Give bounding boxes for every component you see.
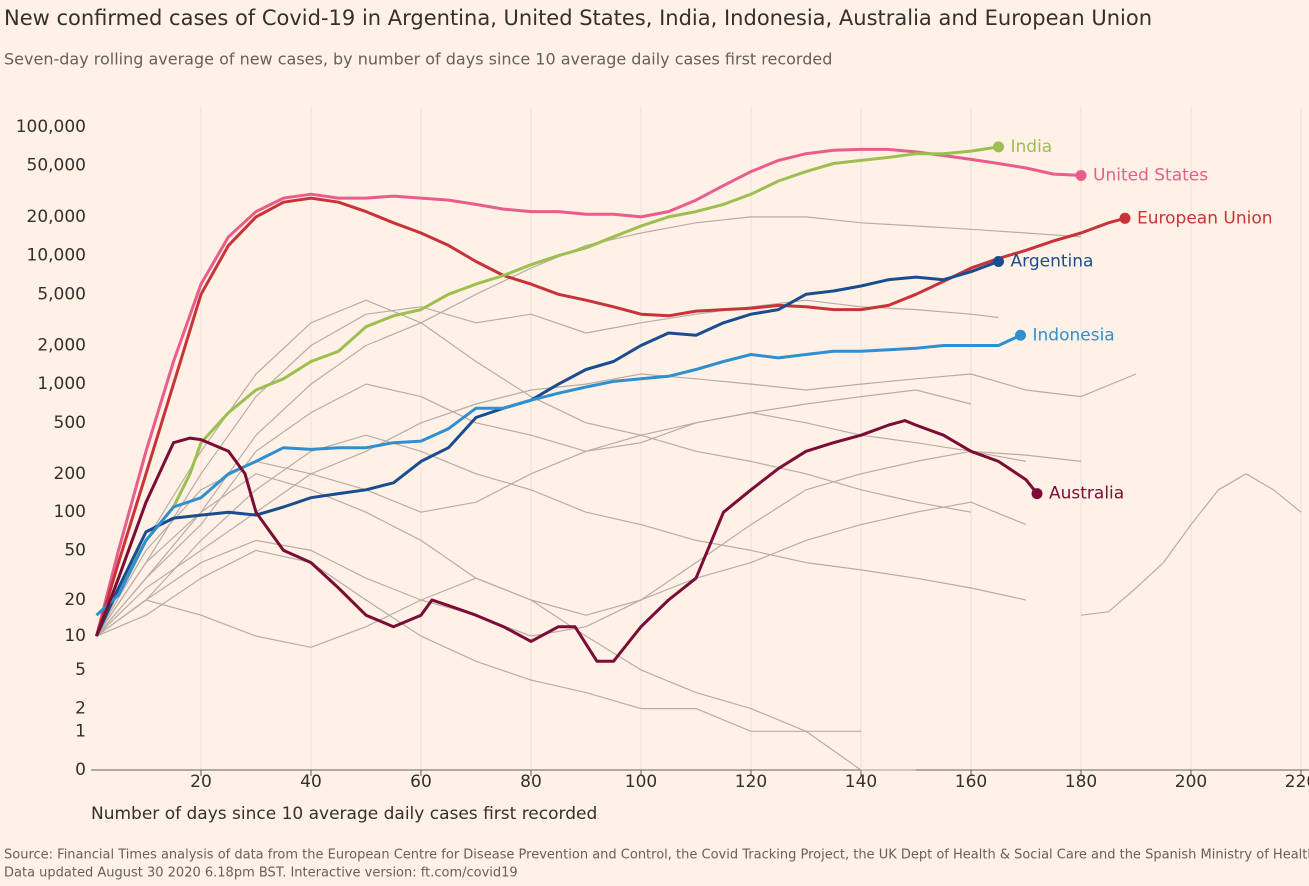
series-line [95,145,999,637]
series-label: Argentina [1011,251,1094,271]
series-label: India [1011,137,1053,157]
y-tick-label: 1,000 [37,374,86,394]
series-label: Indonesia [1033,325,1115,345]
x-tick-label: 20 [190,772,212,792]
y-tick-label: 10,000 [27,246,86,266]
background-line [1080,473,1302,616]
end-marker [1075,169,1087,181]
background-line [96,549,916,771]
end-marker [1031,488,1043,500]
x-tick-label: 60 [410,772,432,792]
updated-note: Data updated August 30 2020 6.18pm BST. … [4,866,518,881]
x-tick-label: 220 [1285,772,1309,792]
background-line [95,412,1027,637]
y-tick-label: 100 [54,502,86,522]
series-label: Australia [1049,484,1124,504]
end-marker [1119,212,1131,224]
x-tick-label: 180 [1065,772,1097,792]
y-tick-label: 50,000 [27,156,86,176]
background-line [96,577,861,732]
y-tick-label: 100,000 [16,117,86,137]
x-axis-label: Number of days since 10 average daily ca… [91,804,597,824]
source: Source: Financial Times analysis of data… [4,848,1309,863]
background-line [95,299,972,637]
background-line [96,434,1027,637]
background-line [96,373,1137,637]
y-tick-label: 50 [64,540,86,560]
x-tick-label: 100 [625,772,657,792]
y-tick-label: 20 [64,590,86,610]
background-line [96,450,1082,637]
series-line [95,333,1022,617]
y-tick-label: 10 [64,626,86,646]
end-marker [993,141,1004,153]
x-tick-label: 160 [955,772,987,792]
y-tick-label: 2,000 [37,335,86,355]
x-tick-label: 40 [300,772,322,792]
background-line [96,383,972,637]
y-tick-label: 5 [75,660,86,680]
chart-subtitle: Seven-day rolling average of new cases, … [4,50,832,69]
y-tick-label: 2 [75,699,86,719]
y-tick-label: 500 [54,413,86,433]
series-label: United States [1093,165,1208,185]
series-line [95,147,1082,637]
y-tick-label: 0 [75,760,86,780]
y-tick-label: 5,000 [37,284,86,304]
end-marker [1015,329,1026,341]
series-line [95,196,1126,637]
series-line [95,260,1000,637]
x-tick-label: 80 [520,772,542,792]
series-line [95,419,1039,663]
x-tick-label: 140 [845,772,877,792]
end-marker [993,255,1004,267]
y-tick-label: 20,000 [27,207,86,227]
chart-title: New confirmed cases of Covid-19 in Argen… [4,6,1152,30]
y-tick-label: 1 [75,721,86,741]
background-line [96,501,1027,637]
series-label: European Union [1137,208,1273,228]
x-tick-label: 120 [735,772,767,792]
x-tick-label: 200 [1175,772,1207,792]
background-line [96,216,1082,637]
y-tick-label: 200 [54,464,86,484]
